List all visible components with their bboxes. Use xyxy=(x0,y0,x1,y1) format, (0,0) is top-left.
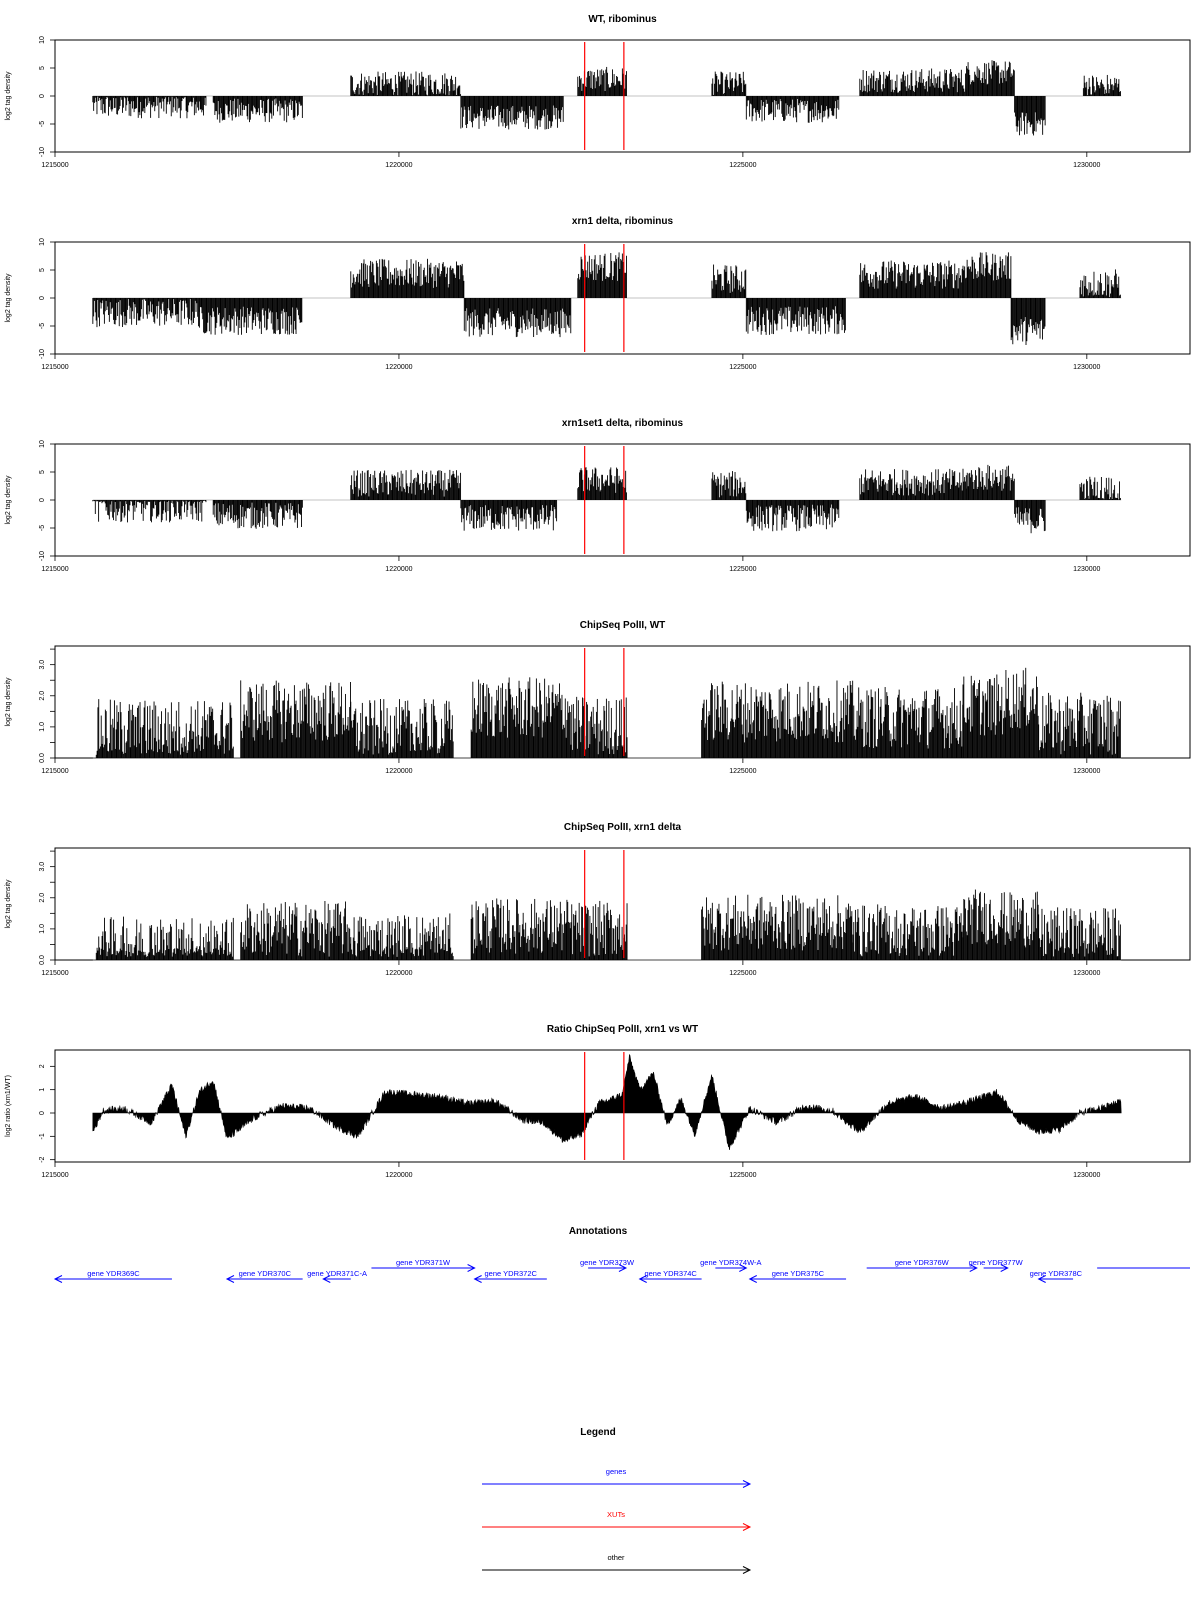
y-axis-label: log2 tag density xyxy=(5,273,12,323)
chart-panel-2: xrn1set1 delta, ribominus log2 tag densit… xyxy=(5,418,1191,573)
x-tick-label: 1220000 xyxy=(385,566,412,573)
x-tick-label: 1225000 xyxy=(729,768,756,775)
y-tick-label: 2.0 xyxy=(39,691,46,701)
x-tick-label: 1215000 xyxy=(41,364,68,371)
panel-title: WT, ribominus xyxy=(588,14,657,25)
chart-panels: WT, ribominus log2 tag density -10 -5 0 5 10 12… xyxy=(5,14,1191,1179)
y-tick-label: 10 xyxy=(39,238,46,246)
y-tick-label: 0.0 xyxy=(39,753,46,763)
y-tick-label: 3.0 xyxy=(39,660,46,670)
panel-title: xrn1set1 delta, ribominus xyxy=(562,418,684,429)
x-tick-label: 1225000 xyxy=(729,162,756,169)
y-axis-label: log2 tag density xyxy=(5,475,12,525)
y-tick-label: 1.0 xyxy=(39,924,46,934)
y-tick-label: -10 xyxy=(39,147,46,157)
x-tick-label: 1215000 xyxy=(41,162,68,169)
y-tick-label: -5 xyxy=(39,121,46,127)
y-tick-label: 5 xyxy=(39,268,46,272)
x-tick-label: 1215000 xyxy=(41,970,68,977)
y-axis-label: log2 tag density xyxy=(5,879,12,929)
y-tick-label: -5 xyxy=(39,323,46,329)
x-tick-label: 1220000 xyxy=(385,364,412,371)
y-tick-label: 10 xyxy=(39,36,46,44)
x-tick-label: 1215000 xyxy=(41,566,68,573)
panel-title: xrn1 delta, ribominus xyxy=(572,216,674,227)
x-tick-label: 1230000 xyxy=(1073,364,1100,371)
chart-panel-0: WT, ribominus log2 tag density -10 -5 0 5 10 12… xyxy=(5,14,1191,169)
bars xyxy=(92,252,1122,345)
bars xyxy=(92,889,1122,961)
chart-panel-4: ChipSeq PolII, xrn1 delta log2 tag densit… xyxy=(5,822,1191,977)
x-tick-label: 1220000 xyxy=(385,768,412,775)
y-tick-label: -10 xyxy=(39,349,46,359)
y-tick-label: 0 xyxy=(39,498,46,502)
x-tick-label: 1230000 xyxy=(1073,162,1100,169)
x-tick-label: 1230000 xyxy=(1073,768,1100,775)
y-tick-label: 2.0 xyxy=(39,893,46,903)
y-tick-label: -10 xyxy=(39,551,46,561)
y-tick-label: 0 xyxy=(39,94,46,98)
y-tick-label: -5 xyxy=(39,525,46,531)
bars xyxy=(92,60,1122,136)
x-tick-label: 1230000 xyxy=(1073,566,1100,573)
chart-panel-1: xrn1 delta, ribominus log2 tag density -10… xyxy=(5,216,1191,371)
y-tick-label: 5 xyxy=(39,470,46,474)
y-axis-label: log2 tag density xyxy=(5,677,12,727)
x-tick-label: 1225000 xyxy=(729,364,756,371)
y-axis-label: log2 tag density xyxy=(5,71,12,121)
x-tick-label: 1215000 xyxy=(41,768,68,775)
y-tick-label: 0 xyxy=(39,296,46,300)
y-tick-label: 1.0 xyxy=(39,722,46,732)
y-tick-label: 0.0 xyxy=(39,955,46,965)
y-tick-label: 3.0 xyxy=(39,862,46,872)
x-tick-label: 1225000 xyxy=(729,566,756,573)
bars xyxy=(92,667,1122,759)
y-tick-label: 10 xyxy=(39,440,46,448)
panel-title: ChipSeq PolII, WT xyxy=(580,620,666,631)
x-tick-label: 1230000 xyxy=(1073,970,1100,977)
x-tick-label: 1225000 xyxy=(729,970,756,977)
chart-panel-3: ChipSeq PolII, WT log2 tag density 0.0 1.0 2… xyxy=(5,620,1191,775)
y-tick-label: 5 xyxy=(39,66,46,70)
x-tick-label: 1220000 xyxy=(385,162,412,169)
bars xyxy=(92,464,1122,534)
panel-title: ChipSeq PolII, xrn1 delta xyxy=(564,822,682,833)
x-tick-label: 1220000 xyxy=(385,970,412,977)
